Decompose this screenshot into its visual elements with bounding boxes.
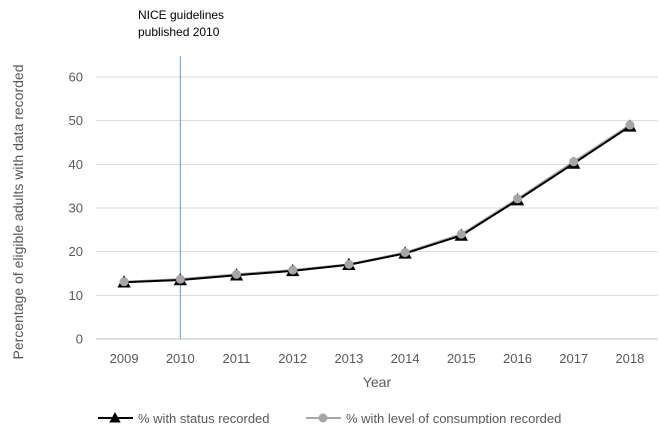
x-tick-label: 2010 <box>166 351 195 366</box>
y-tick-label: 20 <box>69 244 83 259</box>
annotation-group: NICE guidelines published 2010 <box>138 8 224 339</box>
x-tick-label: 2018 <box>615 351 644 366</box>
x-tick-label: 2015 <box>447 351 476 366</box>
legend-label-consumption: % with level of consumption recorded <box>346 411 561 424</box>
y-tick-label: 30 <box>69 201 83 216</box>
annotation-label-line-1: NICE guidelines <box>138 8 224 22</box>
y-axis-title: Percentage of eligible adults with data … <box>10 65 26 360</box>
data-point-consumption <box>400 248 410 258</box>
data-point-consumption <box>175 274 185 284</box>
y-tick-label: 50 <box>69 113 83 128</box>
x-tick-label: 2016 <box>503 351 532 366</box>
data-point-consumption <box>569 157 579 167</box>
series-markers <box>117 119 637 288</box>
data-point-consumption <box>513 194 522 204</box>
x-tick-label: 2012 <box>278 351 307 366</box>
x-tick-label: 2009 <box>110 351 139 366</box>
y-tick-label: 40 <box>69 157 83 172</box>
x-tick-label: 2013 <box>334 351 363 366</box>
x-tick-label: 2014 <box>391 351 420 366</box>
data-point-consumption <box>119 277 129 287</box>
y-tick-labels: 0 10 20 30 40 50 60 <box>69 70 83 347</box>
data-point-consumption <box>288 265 298 275</box>
y-tick-label: 60 <box>69 70 83 85</box>
x-tick-label: 2017 <box>559 351 588 366</box>
annotation-label-line-2: published 2010 <box>138 25 220 39</box>
data-point-consumption <box>625 120 635 130</box>
x-tick-label: 2011 <box>223 351 251 366</box>
series-lines <box>124 124 631 284</box>
legend-item-consumption: % with level of consumption recorded <box>306 411 561 426</box>
data-point-consumption <box>456 229 466 239</box>
legend: % with status recorded % with level of c… <box>98 411 561 426</box>
y-tick-label: 0 <box>76 332 83 347</box>
series-line-0 <box>124 125 631 284</box>
data-point-consumption <box>344 259 354 269</box>
x-axis-title: Year <box>363 374 392 390</box>
legend-item-status: % with status recorded <box>98 411 270 426</box>
legend-marker-circle <box>318 413 328 423</box>
legend-marker-triangle <box>109 412 121 423</box>
x-tick-labels: 2009 2010 2011 2012 2013 2014 2015 2016 2017 2018 <box>110 351 645 366</box>
gridlines <box>96 76 658 296</box>
legend-label-status: % with status recorded <box>138 411 270 424</box>
y-tick-label: 10 <box>69 288 83 303</box>
data-point-consumption <box>232 269 241 279</box>
